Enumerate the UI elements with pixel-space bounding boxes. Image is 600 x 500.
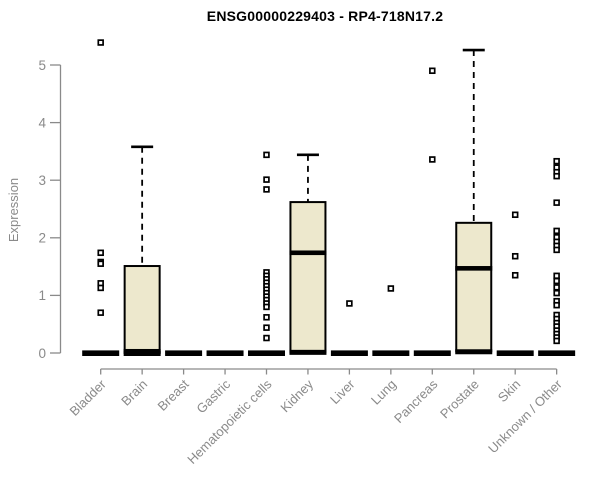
flat-box-hematopoietic-cells xyxy=(248,350,285,356)
outlier-point xyxy=(553,172,560,180)
outlier-point xyxy=(263,176,270,183)
outlier-point xyxy=(511,252,519,260)
x-category-label: Prostate xyxy=(437,377,482,422)
outlier-point xyxy=(553,199,560,206)
chart-title: ENSG00000229403 - RP4-718N17.2 xyxy=(206,8,444,24)
outlier-point xyxy=(263,324,270,331)
outlier-point xyxy=(553,227,560,235)
box-prostate xyxy=(455,221,493,353)
outlier-point xyxy=(553,301,560,309)
x-category-label: Liver xyxy=(327,376,358,407)
x-category-label: Lung xyxy=(368,377,399,408)
median-kidney xyxy=(289,250,327,256)
x-category-label: Unknown / Other xyxy=(485,376,565,456)
outlier-point xyxy=(346,300,353,307)
x-category-label: Gastric xyxy=(193,376,233,416)
outlier-point xyxy=(553,157,560,165)
outlier-point xyxy=(97,260,104,267)
y-tick-label: 5 xyxy=(38,58,46,73)
flat-box-bladder xyxy=(82,350,120,356)
outlier-point xyxy=(263,314,270,321)
y-tick-label: 3 xyxy=(38,173,46,188)
outlier-point xyxy=(97,249,104,257)
flat-box-gastric xyxy=(206,350,244,356)
outlier-point xyxy=(97,284,104,292)
flat-box-breast xyxy=(165,350,203,356)
outlier-point xyxy=(511,211,519,219)
median-prostate xyxy=(455,266,493,271)
flat-box-pancreas xyxy=(413,350,451,356)
outlier-point xyxy=(387,285,395,292)
median-brain xyxy=(123,348,161,354)
outlier-point xyxy=(553,277,560,285)
box-brain xyxy=(123,265,161,354)
y-tick-label: 2 xyxy=(38,231,46,246)
outlier-point xyxy=(97,309,104,316)
y-tick-label: 1 xyxy=(38,288,46,303)
outlier-point xyxy=(263,151,270,159)
x-category-label: Brain xyxy=(118,377,150,409)
x-category-label: Pancreas xyxy=(391,376,441,426)
x-category-label: Bladder xyxy=(67,376,110,419)
outlier-point xyxy=(553,337,560,345)
outlier-point xyxy=(511,271,519,279)
x-category-label: Breast xyxy=(155,376,192,413)
outlier-point xyxy=(429,156,436,163)
box-bottom-prostate xyxy=(455,349,493,355)
box-bottom-kidney xyxy=(289,349,327,355)
outlier-point xyxy=(429,67,436,75)
y-tick-label: 0 xyxy=(38,346,46,361)
y-tick-label: 4 xyxy=(38,115,46,130)
x-category-label: Kidney xyxy=(277,376,316,415)
box-kidney xyxy=(289,201,327,353)
outlier-point xyxy=(263,334,270,342)
flat-box-unknown-other xyxy=(538,350,576,356)
outlier-point xyxy=(553,272,560,280)
flat-box-liver xyxy=(330,350,368,356)
outlier-point xyxy=(263,186,270,193)
flat-box-skin xyxy=(496,350,534,356)
outlier-point xyxy=(263,303,270,311)
outlier-point xyxy=(553,284,560,291)
flat-box-lung xyxy=(372,350,410,356)
outlier-point xyxy=(553,289,560,297)
outlier-point xyxy=(553,246,560,254)
y-axis-label: Expression xyxy=(6,177,21,243)
outlier-point xyxy=(97,39,104,46)
x-category-label: Skin xyxy=(495,377,523,405)
